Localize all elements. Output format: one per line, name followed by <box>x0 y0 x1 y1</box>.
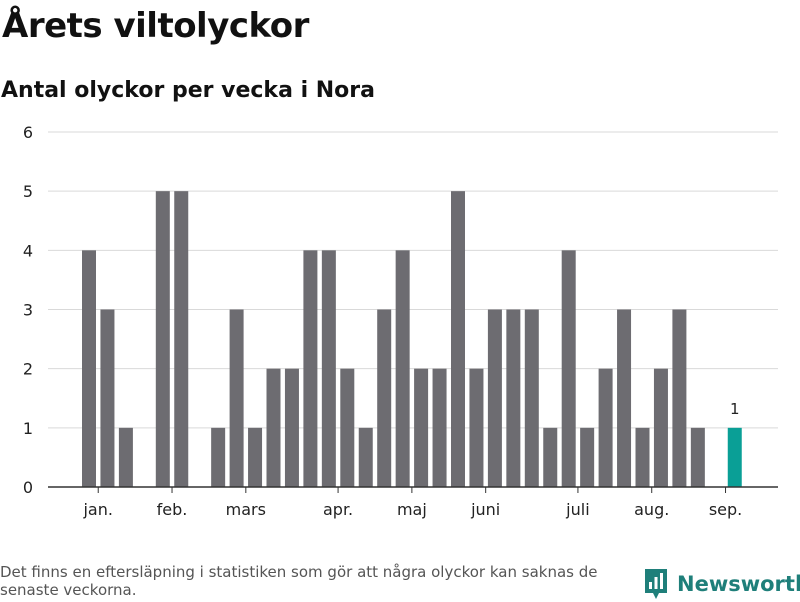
y-tick-label: 3 <box>23 301 33 320</box>
bar <box>561 250 576 487</box>
brand-name: Newsworthy <box>677 572 800 596</box>
x-tick-label: juli <box>565 500 589 519</box>
bar <box>266 368 281 487</box>
bar <box>487 309 502 487</box>
x-tick-label: jan. <box>82 500 112 519</box>
x-tick-label: maj <box>397 500 427 519</box>
bar <box>229 309 244 487</box>
bar <box>543 427 558 487</box>
bar <box>321 250 336 487</box>
chart-title: Årets viltolyckor <box>2 6 309 46</box>
bar <box>155 191 170 487</box>
y-tick-label: 5 <box>23 182 33 201</box>
bar-highlight <box>727 427 742 487</box>
bar <box>118 427 133 487</box>
chart-subtitle: Antal olyckor per vecka i Nora <box>1 78 375 103</box>
bar <box>395 250 410 487</box>
bar <box>635 427 650 487</box>
x-tick-label: feb. <box>157 500 188 519</box>
bar <box>598 368 613 487</box>
bar <box>82 250 96 487</box>
bar <box>451 191 465 487</box>
bar <box>672 309 687 487</box>
newsworthy-logo-icon <box>645 569 667 599</box>
y-tick-label: 4 <box>23 241 33 260</box>
bar-chart: 0 1 2 3 4 5 6 1 jan. feb. mars apr. maj juni juli aug. s… <box>23 123 778 519</box>
bar <box>303 250 318 487</box>
x-tick-label: juni <box>470 500 500 519</box>
bar <box>284 368 299 487</box>
bar <box>100 309 115 487</box>
bar <box>469 368 484 487</box>
bar <box>414 368 429 487</box>
footnote: Det finns en eftersläpning i statistiken… <box>0 563 598 599</box>
x-tick-label: apr. <box>323 500 353 519</box>
bar <box>174 191 189 487</box>
bar <box>432 368 447 487</box>
bar <box>506 309 521 487</box>
bar <box>358 427 373 487</box>
bar <box>211 427 226 487</box>
bar <box>524 309 539 487</box>
y-tick-label: 6 <box>23 123 33 142</box>
bar <box>617 309 632 487</box>
x-tick-label: sep. <box>709 500 742 519</box>
y-tick-label: 1 <box>23 419 33 438</box>
bar <box>580 427 595 487</box>
bar <box>690 427 705 487</box>
bar <box>653 368 668 487</box>
bar <box>340 368 355 487</box>
bar <box>248 427 263 487</box>
y-tick-label: 2 <box>23 360 33 379</box>
brand-logo: Newsworthy <box>643 566 800 602</box>
x-tick-label: mars <box>226 500 266 519</box>
bar <box>377 309 392 487</box>
data-label: 1 <box>730 400 740 418</box>
x-tick-label: aug. <box>634 500 669 519</box>
y-tick-label: 0 <box>23 478 33 497</box>
